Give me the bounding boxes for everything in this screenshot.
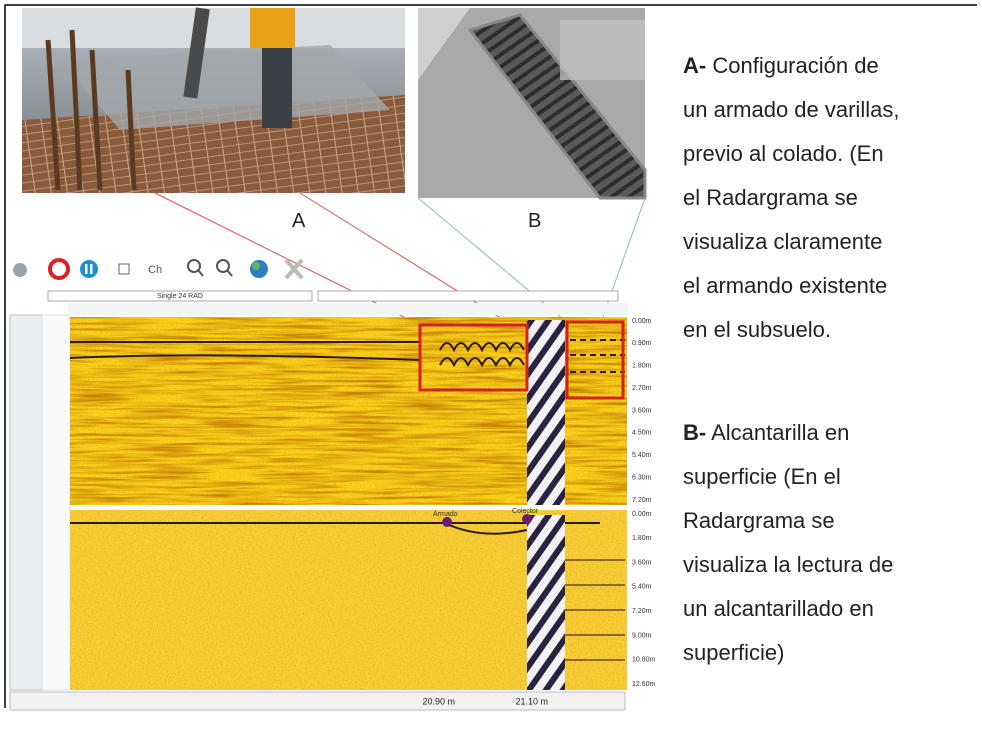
photo-label: B [528,210,542,232]
description-line: el Radargrama se [683,176,975,220]
description-line: superficie) [683,631,975,675]
toolbar: Ch [13,258,304,280]
description-line: Radargrama se [683,499,975,543]
status-value: 21.10 m [515,696,548,706]
depth-label: 1.80m [632,363,652,370]
description-text: visualiza la lectura de [683,552,894,577]
depth-axis-top: 0.00m 0.90m 1.80m 2.70m 3.60m 4.50m 5.40m 6.30m… [632,318,652,504]
photo-label: A [292,210,306,232]
description: A- Configuración de un armado de varillas… [683,44,975,352]
depth-label: 0.00m [632,318,652,325]
description-line: en el subsuelo. [683,308,975,352]
description-line: previo al colado. (En [683,132,975,176]
depth-label: 0.00m [632,511,652,518]
radargram-header: Single 24 RAD [157,293,203,300]
description-line: un armado de varillas, [683,88,975,132]
description-text: un alcantarillado en [683,596,874,621]
description-line: el armando existente [683,264,975,308]
description-line: un alcantarillado en [683,587,975,631]
border [4,4,977,708]
description-text: superficie (En el [683,464,841,489]
depth-label: 5.40m [632,584,652,591]
depth-label: 12.60m [632,681,656,688]
description-line: visualiza claramente [683,220,975,264]
figure: Ch Single 24 RAD [4,4,977,711]
description-line: superficie (En el [683,455,975,499]
description-text: en el subsuelo. [683,317,831,342]
page: {"figure": { "photos": [{"label": "A"}, … [4,4,977,711]
description-line: visualiza la lectura de [683,543,975,587]
svg-text:Ch: Ch [148,264,162,276]
depth-label: 9.00m [632,632,652,639]
radargram-bottom [70,510,627,690]
depth-label: 4.50m [632,430,652,437]
description-text: Configuración de [712,53,879,78]
depth-label: 3.60m [632,407,652,414]
marker-label: Colector [512,508,539,515]
description-text: previo al colado. (En [683,141,884,166]
depth-label: 10.80m [632,657,656,664]
photo-a [22,7,405,193]
description: B- Alcantarilla en superficie (En el Radar… [683,411,975,675]
depth-label: 7.20m [632,608,652,615]
description-line: B- Alcantarilla en [683,411,975,455]
description-label: B- [683,420,707,445]
depth-label: 5.40m [632,452,652,459]
description-line: A- Configuración de [683,44,975,88]
description-label: A- [683,53,707,78]
radargram-top [69,317,627,505]
description-text: un armado de varillas, [683,97,900,122]
description-text: el armando existente [683,273,888,298]
description-text: el Radargrama se [683,185,858,210]
depth-label: 7.20m [632,497,652,504]
marker-label: Armado [433,511,458,518]
depth-label: 3.60m [632,559,652,566]
description-text: superficie) [683,640,785,665]
description-text: visualiza claramente [683,229,883,254]
description-text: Alcantarilla en [711,420,850,445]
photo-b [418,8,647,200]
depth-label: 0.90m [632,340,652,347]
depth-label: 1.80m [632,535,652,542]
depth-label: 6.30m [632,474,652,481]
depth-label: 2.70m [632,385,652,392]
status-value: 20.90 m [422,696,455,706]
radargram-frame [9,290,628,711]
depth-axis-bottom: 0.00m 1.80m 3.60m 5.40m 7.20m 9.00m 10.80m 12.6… [632,511,656,688]
descriptions: A- Configuración de un armado de varillas… [683,44,975,734]
description-text: Radargrama se [683,508,835,533]
